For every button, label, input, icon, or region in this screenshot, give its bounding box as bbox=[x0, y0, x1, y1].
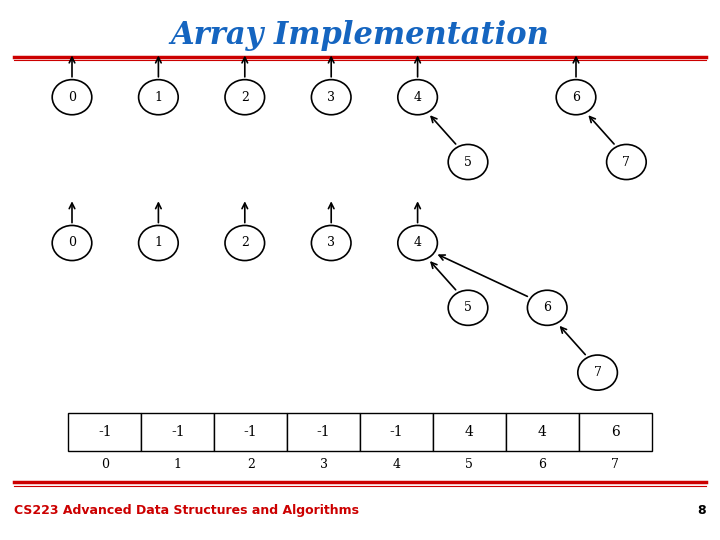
Text: 4: 4 bbox=[392, 458, 400, 471]
Text: -1: -1 bbox=[171, 425, 184, 439]
Ellipse shape bbox=[53, 80, 92, 115]
Ellipse shape bbox=[448, 144, 488, 179]
Text: 1: 1 bbox=[154, 91, 163, 104]
FancyBboxPatch shape bbox=[215, 413, 287, 451]
FancyBboxPatch shape bbox=[360, 413, 433, 451]
Text: 1: 1 bbox=[174, 458, 181, 471]
Text: 2: 2 bbox=[241, 237, 248, 249]
Text: 4: 4 bbox=[538, 425, 546, 439]
Ellipse shape bbox=[225, 80, 265, 115]
Text: 3: 3 bbox=[327, 91, 336, 104]
Text: 8: 8 bbox=[697, 504, 706, 517]
Ellipse shape bbox=[138, 80, 179, 115]
Ellipse shape bbox=[53, 226, 92, 261]
Ellipse shape bbox=[557, 80, 596, 115]
Text: 4: 4 bbox=[413, 237, 422, 249]
Text: 1: 1 bbox=[154, 237, 163, 249]
Ellipse shape bbox=[225, 226, 265, 261]
FancyBboxPatch shape bbox=[433, 413, 506, 451]
FancyBboxPatch shape bbox=[579, 413, 652, 451]
Ellipse shape bbox=[397, 226, 438, 261]
Text: 2: 2 bbox=[241, 91, 248, 104]
Text: -1: -1 bbox=[98, 425, 112, 439]
Text: 3: 3 bbox=[320, 458, 328, 471]
Text: 6: 6 bbox=[611, 425, 619, 439]
Text: 3: 3 bbox=[327, 237, 336, 249]
Ellipse shape bbox=[528, 291, 567, 325]
FancyBboxPatch shape bbox=[505, 413, 579, 451]
Text: 6: 6 bbox=[572, 91, 580, 104]
Ellipse shape bbox=[138, 226, 179, 261]
Text: -1: -1 bbox=[244, 425, 258, 439]
Ellipse shape bbox=[448, 291, 488, 325]
Text: 5: 5 bbox=[464, 301, 472, 314]
Text: -1: -1 bbox=[317, 425, 330, 439]
FancyBboxPatch shape bbox=[68, 413, 141, 451]
Text: -1: -1 bbox=[390, 425, 403, 439]
Ellipse shape bbox=[578, 355, 618, 390]
Text: 0: 0 bbox=[68, 237, 76, 249]
Text: 5: 5 bbox=[464, 156, 472, 168]
Text: 4: 4 bbox=[413, 91, 422, 104]
Text: 7: 7 bbox=[611, 458, 619, 471]
FancyBboxPatch shape bbox=[287, 413, 360, 451]
FancyBboxPatch shape bbox=[141, 413, 215, 451]
Text: 0: 0 bbox=[101, 458, 109, 471]
Text: 5: 5 bbox=[465, 458, 473, 471]
Ellipse shape bbox=[397, 80, 438, 115]
Text: 4: 4 bbox=[465, 425, 474, 439]
Ellipse shape bbox=[311, 80, 351, 115]
Text: 2: 2 bbox=[247, 458, 255, 471]
Text: Array Implementation: Array Implementation bbox=[171, 19, 549, 51]
Text: 0: 0 bbox=[68, 91, 76, 104]
Text: 7: 7 bbox=[594, 366, 601, 379]
Text: 6: 6 bbox=[543, 301, 552, 314]
Text: CS223 Advanced Data Structures and Algorithms: CS223 Advanced Data Structures and Algor… bbox=[14, 504, 359, 517]
Text: 7: 7 bbox=[623, 156, 630, 168]
Text: 6: 6 bbox=[539, 458, 546, 471]
Ellipse shape bbox=[311, 226, 351, 261]
Ellipse shape bbox=[606, 144, 647, 179]
